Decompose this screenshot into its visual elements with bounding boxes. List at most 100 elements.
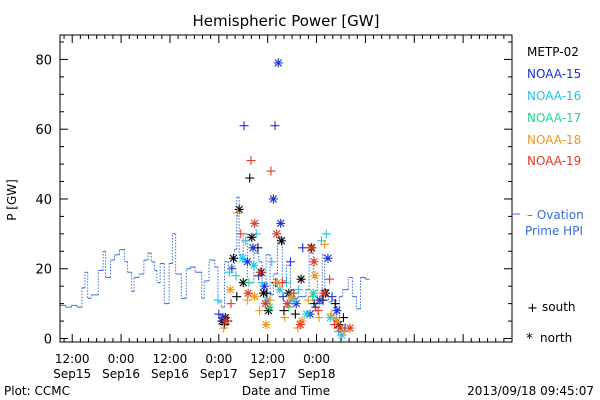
data-point-noaa-19 — [325, 274, 335, 284]
data-point-noaa-19 — [345, 323, 355, 333]
data-point-noaa-19 — [289, 288, 299, 298]
footer-timestamp: 2013/09/18 09:45:07 — [467, 384, 594, 398]
data-point-metp-02 — [277, 236, 287, 246]
ovation-hpi-line — [60, 196, 370, 320]
y-tick-label: 20 — [35, 263, 52, 278]
ovation-legend-line2: Prime HPI — [525, 224, 583, 238]
data-point-metp-02 — [228, 253, 238, 263]
data-point-noaa-15 — [268, 194, 278, 204]
data-point-noaa-18 — [233, 208, 243, 218]
data-point-metp-02 — [290, 309, 300, 319]
data-point-noaa-18 — [255, 306, 265, 316]
data-point-noaa-15 — [327, 292, 337, 302]
data-point-metp-02 — [245, 173, 255, 183]
data-point-noaa-15 — [273, 58, 283, 68]
legend-item-metp-02: METP-02 — [527, 45, 579, 59]
legend-item-noaa-17: NOAA-17 — [527, 111, 581, 125]
data-point-noaa-19 — [313, 306, 323, 316]
data-point-noaa-17 — [244, 278, 254, 288]
data-point-noaa-19 — [226, 299, 236, 309]
data-point-noaa-19 — [246, 156, 256, 166]
data-point-noaa-16 — [267, 257, 277, 267]
plot-frame — [59, 34, 513, 343]
data-point-noaa-19 — [255, 267, 265, 277]
data-point-noaa-19 — [309, 257, 319, 267]
x-tick-date-label: Sep15 — [53, 367, 91, 381]
data-point-noaa-18 — [265, 295, 275, 305]
marker-key-north-symbol: * — [526, 331, 533, 347]
marker-key-south-label: south — [542, 300, 576, 314]
data-point-noaa-16 — [257, 278, 267, 288]
data-point-metp-02 — [330, 299, 340, 309]
footer-plot-source: Plot: CCMC — [4, 384, 70, 398]
x-axis-label: Date and Time — [242, 384, 330, 398]
data-point-noaa-16 — [249, 260, 259, 270]
x-tick-time-label: 0:00 — [205, 352, 232, 366]
data-point-metp-02 — [262, 288, 272, 298]
data-point-noaa-15 — [285, 257, 295, 267]
marker-key-south-symbol: + — [527, 301, 538, 316]
data-point-noaa-15 — [298, 243, 308, 253]
data-point-noaa-19 — [243, 288, 253, 298]
data-point-noaa-18 — [310, 271, 320, 281]
data-point-noaa-16 — [237, 253, 247, 263]
data-point-noaa-18 — [314, 313, 324, 323]
data-point-noaa-19 — [277, 278, 287, 288]
data-point-noaa-19 — [306, 243, 316, 253]
data-point-noaa-16 — [224, 267, 234, 277]
data-point-noaa-15 — [323, 253, 333, 263]
data-point-noaa-19 — [335, 323, 345, 333]
data-point-noaa-15 — [278, 292, 288, 302]
x-tick-time-label: 12:00 — [153, 352, 188, 366]
data-point-noaa-18 — [303, 295, 313, 305]
data-point-noaa-15 — [239, 121, 249, 131]
y-tick-label: 0 — [44, 333, 52, 348]
data-point-noaa-16 — [302, 309, 312, 319]
data-point-noaa-18 — [280, 313, 290, 323]
data-point-noaa-18 — [242, 295, 252, 305]
legend-item-noaa-18: NOAA-18 — [527, 133, 581, 147]
data-point-noaa-16 — [231, 271, 241, 281]
y-axis-label: P [GW] — [5, 179, 19, 221]
data-point-noaa-19 — [319, 288, 329, 298]
chart-title: Hemispheric Power [GW] — [193, 12, 380, 30]
data-point-noaa-16 — [294, 285, 304, 295]
data-point-noaa-19 — [272, 229, 282, 239]
x-tick-date-label: Sep16 — [151, 367, 189, 381]
data-point-noaa-16 — [251, 229, 261, 239]
data-point-noaa-18 — [320, 239, 330, 249]
y-tick-label: 60 — [35, 123, 52, 138]
data-point-noaa-18 — [219, 323, 229, 333]
data-point-noaa-17 — [308, 288, 318, 298]
data-point-noaa-18 — [326, 309, 336, 319]
x-tick-time-label: 12:00 — [55, 352, 90, 366]
data-point-metp-02 — [296, 274, 306, 284]
x-tick-date-label: Sep17 — [249, 367, 287, 381]
data-point-noaa-16 — [321, 229, 331, 239]
data-point-metp-02 — [279, 306, 289, 316]
legend-item-noaa-16: NOAA-16 — [527, 89, 581, 103]
data-point-noaa-19 — [295, 320, 305, 330]
data-point-noaa-19 — [221, 316, 231, 326]
data-point-noaa-15 — [248, 243, 258, 253]
data-point-noaa-19 — [260, 299, 270, 309]
x-tick-date-label: Sep16 — [102, 367, 140, 381]
data-point-noaa-19 — [282, 299, 292, 309]
x-tick-date-label: Sep17 — [200, 367, 238, 381]
y-tick-label: 80 — [35, 53, 52, 68]
data-point-noaa-15 — [332, 306, 342, 316]
data-point-noaa-16 — [241, 236, 251, 246]
data-point-noaa-15 — [315, 295, 325, 305]
data-point-noaa-18 — [250, 292, 260, 302]
data-point-noaa-19 — [236, 229, 246, 239]
x-tick-date-label: Sep18 — [298, 367, 336, 381]
satellite-points — [213, 58, 355, 340]
data-point-noaa-19 — [266, 166, 276, 176]
x-tick-time-label: 12:00 — [250, 352, 285, 366]
data-point-noaa-19 — [329, 320, 339, 330]
x-tick-time-label: 0:00 — [303, 352, 330, 366]
data-point-metp-02 — [338, 313, 348, 323]
ovation-legend-line1: – Ovation — [527, 208, 584, 222]
data-point-noaa-19 — [250, 218, 260, 228]
legend-item-noaa-15: NOAA-15 — [527, 67, 581, 81]
